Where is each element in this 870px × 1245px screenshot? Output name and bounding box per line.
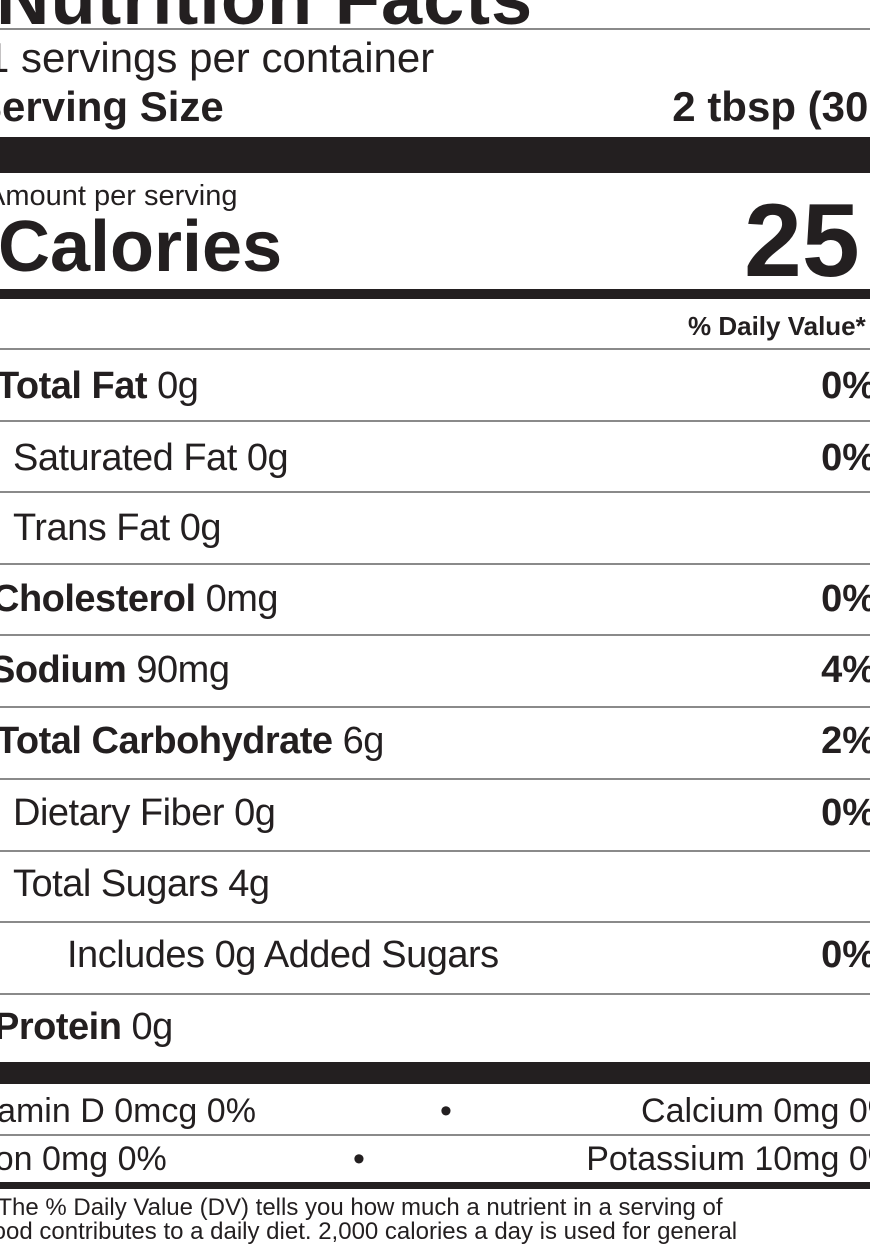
divider	[0, 921, 870, 923]
bullet-separator: •	[353, 1140, 365, 1178]
divider-medium	[0, 1182, 870, 1189]
nutrient-total-carbohydrate: Total Carbohydrate 6g	[0, 720, 384, 763]
nutrient-amount: 0g	[246, 437, 289, 479]
nutrient-name: Trans Fat	[13, 507, 170, 549]
nutrient-dv: 0%	[821, 437, 870, 479]
calories-value: 25	[744, 183, 860, 299]
divider	[0, 28, 870, 30]
nutrient-amount: 0g	[179, 507, 222, 549]
divider	[0, 348, 870, 350]
nutrient-dv: 0%	[821, 792, 870, 834]
nutrient-name: Total Carbohydrate	[0, 720, 333, 762]
divider	[0, 1134, 870, 1136]
nutrient-name: Total Sugars	[13, 863, 219, 905]
potassium: Potassium 10mg 0%	[586, 1140, 870, 1178]
nutrient-amount: 0mg	[205, 578, 279, 620]
serving-size-label: Serving Size	[0, 83, 224, 130]
nutrient-amount: 6g	[342, 720, 385, 762]
footnote-line-1: *The % Daily Value (DV) tells you how mu…	[0, 1194, 723, 1221]
divider	[0, 850, 870, 852]
nutrient-added-sugars: Includes 0g Added Sugars	[67, 934, 499, 977]
nutrient-dv: 4%	[821, 649, 870, 691]
nutrient-dv: 2%	[821, 720, 870, 762]
calories-label: Calories	[0, 207, 283, 287]
nutrient-saturated-fat: Saturated Fat 0g	[13, 437, 289, 480]
divider	[0, 778, 870, 780]
nutrient-protein: Protein 0g	[0, 1006, 173, 1049]
nutrient-dv: 0%	[821, 934, 870, 976]
bullet-separator: •	[440, 1092, 452, 1130]
nutrient-name: Saturated Fat	[13, 437, 237, 479]
serving-size-value: 2 tbsp (30g)	[672, 83, 870, 130]
divider	[0, 634, 870, 636]
label-title: Nutrition Facts	[0, 0, 533, 41]
nutrient-dv: 0%	[821, 578, 870, 620]
divider	[0, 420, 870, 422]
nutrient-sodium: Sodium 90mg	[0, 649, 230, 692]
nutrient-dv: 0%	[821, 365, 870, 407]
nutrient-name: Total Fat	[0, 365, 148, 407]
daily-value-header: % Daily Value*	[688, 311, 866, 341]
nutrient-name: Cholesterol	[0, 578, 196, 620]
nutrient-total-fat: Total Fat 0g	[0, 365, 199, 408]
divider	[0, 491, 870, 493]
iron: Iron 0mg 0%	[0, 1140, 167, 1178]
nutrient-total-sugars: Total Sugars 4g	[13, 863, 270, 906]
amount-per-serving: Amount per serving	[0, 180, 238, 212]
divider	[0, 563, 870, 565]
nutrient-trans-fat: Trans Fat 0g	[13, 507, 222, 550]
nutrient-name: Protein	[0, 1006, 122, 1048]
nutrient-name: Includes 0g Added Sugars	[67, 934, 499, 976]
nutrient-amount: 4g	[228, 863, 270, 905]
divider-thick	[0, 137, 870, 173]
nutrient-amount: 90mg	[136, 649, 230, 691]
divider	[0, 706, 870, 708]
divider-thick	[0, 1062, 870, 1084]
nutrient-amount: 0g	[131, 1006, 173, 1048]
calcium: Calcium 0mg 0%	[641, 1092, 870, 1130]
servings-per-container: 1 servings per container	[0, 34, 435, 81]
nutrient-cholesterol: Cholesterol 0mg	[0, 578, 279, 621]
divider	[0, 993, 870, 995]
vitamin-d: Vitamin D 0mcg 0%	[0, 1092, 256, 1130]
nutrient-name: Dietary Fiber	[13, 792, 225, 834]
nutrient-amount: 0g	[234, 792, 276, 834]
footnote-line-2: food contributes to a daily diet. 2,000 …	[0, 1218, 738, 1245]
nutrient-dietary-fiber: Dietary Fiber 0g	[13, 792, 276, 835]
nutrient-amount: 0g	[157, 365, 199, 407]
nutrient-name: Sodium	[0, 649, 127, 691]
divider-medium	[0, 289, 870, 299]
